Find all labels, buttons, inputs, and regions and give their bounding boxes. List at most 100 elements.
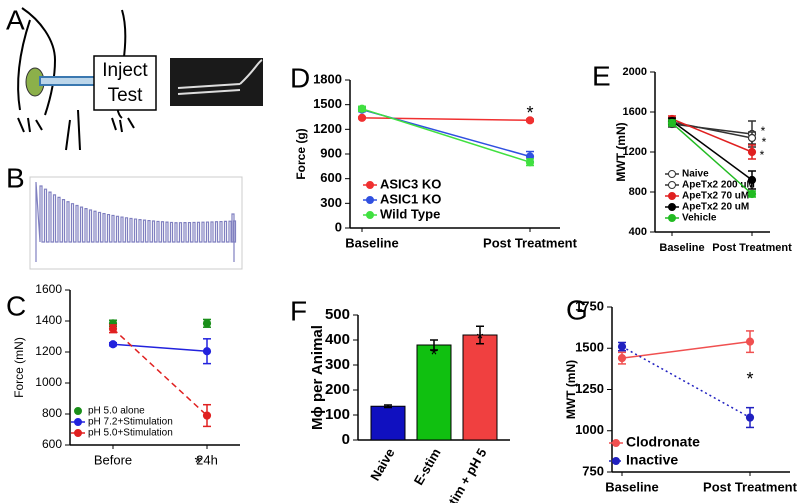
significance-star: * (476, 329, 483, 349)
y-tick-label: 900 (320, 145, 342, 160)
y-tick-label: 1600 (623, 106, 647, 118)
series-marker (357, 113, 367, 122)
box-text: Inject (102, 60, 148, 81)
panel-label: G (566, 294, 588, 325)
y-tick-label: 1500 (575, 340, 604, 355)
series-line (671, 122, 753, 195)
series-marker (617, 354, 627, 363)
legend-label: ApeTx2 70 uM (682, 191, 749, 202)
y-tick-label: 300 (320, 195, 342, 210)
legend-marker (668, 181, 676, 189)
legend-marker (612, 457, 620, 465)
y-tick-label: 100 (325, 406, 350, 423)
panel-label: B (6, 162, 25, 193)
legend-marker (366, 196, 374, 204)
y-axis-label: Force (mN) (12, 337, 26, 398)
mouse-leg (65, 109, 81, 151)
force-trace (35, 181, 237, 262)
legend-label: Naive (682, 169, 709, 180)
y-tick-label: 1200 (313, 121, 342, 136)
panel-label: C (6, 290, 26, 321)
x-tick-label: Post Treatment (483, 235, 578, 250)
series-marker (747, 189, 757, 199)
y-tick-label: 750 (582, 463, 604, 478)
legend-label: pH 5.0 alone (88, 406, 145, 417)
x-tick-label: 24h (196, 452, 218, 467)
bar (462, 334, 498, 441)
series-line (361, 108, 531, 163)
series-marker (747, 133, 757, 143)
x-tick-label: E-stim + pH 5 (435, 446, 489, 503)
series-marker (108, 340, 118, 349)
series-marker (202, 347, 212, 356)
series-line (112, 343, 208, 352)
series-line (112, 328, 208, 417)
y-tick-label: 1750 (575, 298, 604, 313)
x-tick-label: Baseline (345, 235, 398, 250)
bar (370, 405, 406, 441)
y-axis-label: MWT (mN) (564, 360, 578, 419)
series-marker (525, 158, 535, 167)
legend-marker (668, 214, 676, 222)
box-text: Test (108, 85, 144, 106)
y-tick-label: 1200 (35, 344, 62, 358)
legend-label: ASIC1 KO (380, 191, 441, 206)
significance-star: * (194, 453, 201, 473)
y-tick-label: 800 (629, 186, 647, 198)
legend-marker (612, 439, 620, 447)
x-tick-label: Baseline (659, 242, 704, 254)
y-tick-label: 1600 (35, 282, 62, 296)
series-marker (525, 116, 535, 125)
y-tick-label: 0 (342, 431, 350, 448)
series-marker (617, 342, 627, 351)
legend-marker (74, 407, 82, 415)
y-tick-label: 200 (325, 381, 350, 398)
y-tick-label: 1500 (313, 96, 342, 111)
series-line (621, 340, 751, 359)
significance-star: * (526, 103, 533, 123)
x-tick-label: Before (94, 452, 132, 467)
legend-marker (74, 418, 82, 426)
y-tick-label: 500 (325, 306, 350, 323)
x-tick-label: E-stim (411, 446, 444, 488)
y-tick-label: 1250 (575, 381, 604, 396)
series-line (621, 345, 751, 419)
legend-marker (366, 181, 374, 189)
legend-label: ApeTx2 20 uM (682, 202, 749, 213)
photo (170, 58, 263, 106)
series-marker (747, 175, 757, 185)
mouse-paw (17, 117, 43, 133)
panel-label: A (6, 4, 25, 35)
significance-star: * (746, 369, 753, 389)
y-tick-label: 600 (42, 437, 62, 451)
series-marker (202, 411, 212, 420)
series-marker (667, 118, 677, 128)
x-tick-label: Naive (367, 446, 397, 484)
legend-label: Wild Type (380, 206, 440, 221)
legend-label: ASIC3 KO (380, 176, 441, 191)
series-marker (357, 104, 367, 113)
x-tick-label: Post Treatment (712, 242, 792, 254)
y-tick-label: 1400 (35, 313, 62, 327)
significance-star: * (760, 148, 765, 162)
y-tick-label: 0 (335, 219, 342, 234)
y-tick-label: 400 (629, 226, 647, 238)
legend-label: pH 5.0+Stimulation (88, 428, 173, 439)
syringe (39, 76, 101, 86)
legend-label: Vehicle (682, 213, 717, 224)
significance-star: * (761, 124, 766, 138)
legend-label: pH 7.2+Stimulation (88, 417, 173, 428)
y-tick-label: 800 (42, 406, 62, 420)
series-line (361, 117, 531, 122)
legend-marker (668, 192, 676, 200)
significance-star: * (430, 345, 437, 365)
x-tick-label: Post Treatment (703, 479, 798, 494)
y-tick-label: 1000 (35, 375, 62, 389)
panel-label: E (592, 60, 611, 91)
legend-label: ApeTx2 200 uM (682, 180, 755, 191)
panel-label: F (290, 295, 307, 326)
legend-marker (74, 429, 82, 437)
y-tick-label: 400 (325, 331, 350, 348)
